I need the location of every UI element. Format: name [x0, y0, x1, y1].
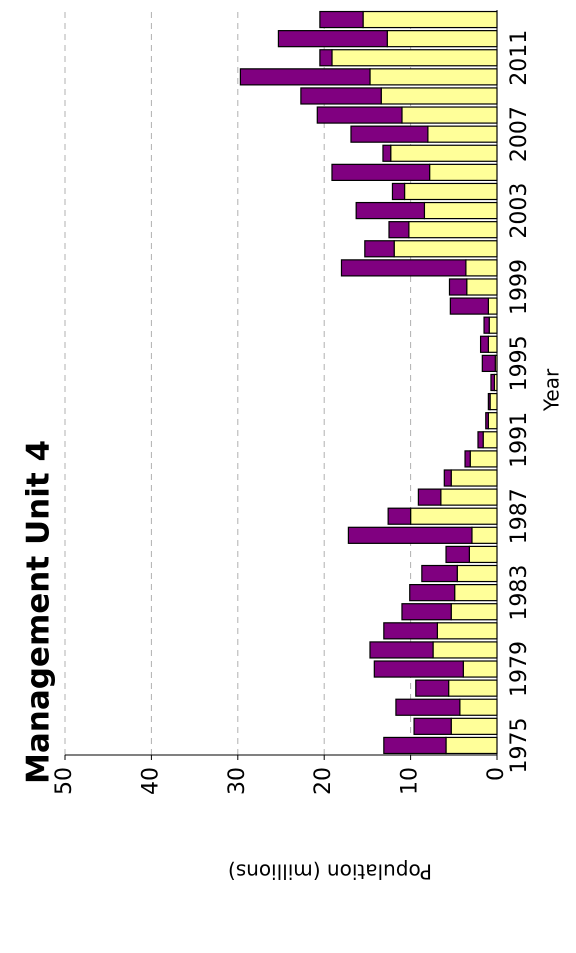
y-tick-label: 20: [311, 767, 336, 795]
x-tick-label: 1987: [507, 488, 532, 544]
bar-segment: [319, 49, 333, 67]
x-tick-label: 2011: [507, 30, 532, 86]
bar-segment: [409, 584, 456, 602]
bar-segment: [277, 30, 388, 48]
bar-segment: [488, 316, 498, 334]
bar-segment: [469, 450, 498, 468]
bar-segment: [450, 469, 498, 487]
x-tick-label: 1991: [507, 412, 532, 468]
bar-segment: [369, 641, 434, 659]
bar-segment: [436, 622, 498, 640]
bar-segment: [443, 469, 452, 487]
x-tick-label: 1979: [507, 641, 532, 697]
y-tick-label: 10: [398, 767, 423, 795]
bar-segment: [427, 125, 498, 143]
x-axis-title: Year: [540, 368, 564, 412]
y-tick-label: 50: [52, 767, 77, 795]
bar-segment: [383, 736, 447, 755]
bar-segment: [456, 564, 498, 583]
bar-segment: [465, 259, 498, 277]
bar-segment: [401, 106, 498, 124]
rotated-chart: Management Unit 4 Population (millions) …: [21, 10, 564, 884]
bar-segment: [477, 431, 484, 449]
bar-segment: [432, 641, 498, 659]
bar-segment: [401, 603, 452, 621]
bar-segment: [454, 584, 498, 602]
bar-segment: [487, 335, 498, 353]
bar-segment: [369, 68, 498, 86]
bar-segment: [440, 488, 498, 506]
bar-segment: [485, 412, 489, 430]
bar-segment: [386, 30, 498, 48]
bar-segment: [479, 335, 489, 353]
chart-title: Management Unit 4: [21, 440, 57, 784]
bar-segment: [388, 221, 410, 239]
bar-segment: [364, 240, 395, 258]
bar-segment: [487, 392, 491, 411]
bar-segment: [383, 622, 438, 640]
bar-segment: [421, 564, 458, 583]
y-axis-title: Population (millions): [228, 860, 432, 884]
bar-segment: [300, 87, 382, 105]
x-tick-label: 1999: [507, 259, 532, 315]
bar-segment: [466, 278, 498, 296]
bar-segment: [391, 182, 406, 201]
bar-segment: [395, 698, 461, 716]
bar-segment: [390, 144, 498, 162]
bar-segment: [382, 144, 392, 162]
bar-segment: [331, 49, 498, 67]
bar-segment: [316, 106, 403, 124]
bar-segment: [459, 698, 498, 716]
y-tick-label: 40: [138, 767, 163, 795]
bar-segment: [448, 679, 498, 697]
bar-segment: [487, 297, 498, 315]
bar-segment: [429, 163, 498, 181]
bar-segment: [408, 221, 498, 239]
x-tick-label: 1975: [507, 717, 532, 773]
bar-segment: [490, 373, 496, 392]
bar-segment: [393, 240, 498, 258]
bar-segment: [482, 431, 498, 449]
bar-segment: [450, 603, 498, 621]
bar-segment: [449, 297, 489, 315]
x-tick-label: 1983: [507, 565, 532, 621]
y-tick-label: 30: [225, 767, 250, 795]
bar-segment: [380, 87, 498, 105]
bar-segment: [481, 354, 496, 373]
bar-segment: [445, 545, 470, 564]
bar-segment: [417, 488, 442, 506]
bar-segment: [483, 316, 490, 334]
bar-segment: [239, 68, 371, 86]
x-tick-label: 1995: [507, 335, 532, 391]
bar-segment: [387, 507, 412, 525]
bar-segment: [462, 660, 498, 678]
bar-segment: [471, 526, 498, 544]
y-tick-label: 0: [484, 767, 509, 781]
bar-segment: [347, 526, 473, 544]
bar-segment: [464, 450, 471, 468]
bar-segment: [319, 10, 364, 29]
bar-segment: [415, 679, 450, 697]
bar-segment: [450, 717, 498, 735]
bar-segment: [448, 278, 468, 296]
bar-segment: [487, 412, 498, 430]
bar-segment: [340, 259, 467, 277]
x-tick-label: 2003: [507, 183, 532, 239]
bar-segment: [468, 545, 498, 564]
x-tick-label: 2007: [507, 106, 532, 162]
bar-segment: [403, 182, 498, 201]
bar-segment: [445, 736, 498, 755]
bar-segment: [362, 10, 498, 29]
bar-segment: [489, 392, 498, 411]
bar-segment: [331, 163, 431, 181]
bar-segment: [350, 125, 429, 143]
bar-segment: [413, 717, 452, 735]
bar-segment: [423, 201, 498, 220]
bar-segment: [373, 660, 464, 678]
bar-segment: [355, 201, 426, 220]
bar-segment: [410, 507, 498, 525]
